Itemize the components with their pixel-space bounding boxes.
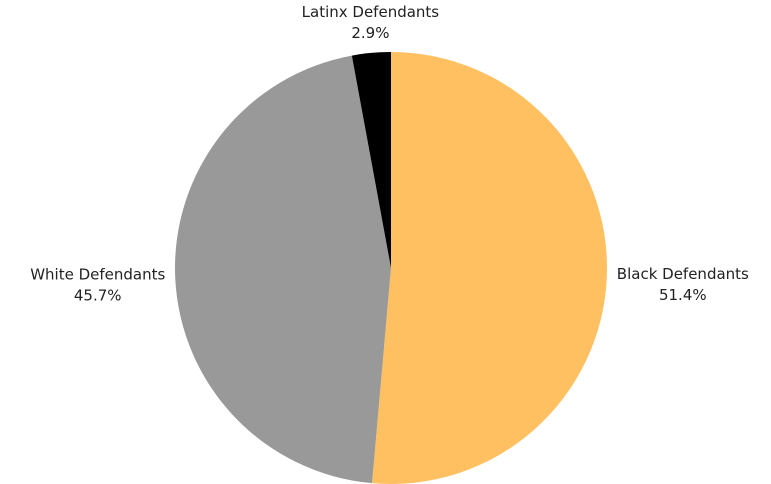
pie-slice-white-defendants bbox=[175, 55, 391, 484]
slice-value-label: 45.7% bbox=[74, 287, 122, 305]
pie-slice-black-defendants bbox=[372, 52, 607, 484]
slice-category-label: Latinx Defendants bbox=[302, 3, 440, 21]
slice-label-black-defendants: Black Defendants 51.4% bbox=[617, 265, 749, 304]
slice-label-latinx-defendants: Latinx Defendants 2.9% bbox=[302, 3, 440, 42]
slice-category-label: White Defendants bbox=[30, 266, 165, 284]
pie-labels: Black Defendants 51.4% White Defendants 45.… bbox=[30, 3, 749, 305]
slice-category-label: Black Defendants bbox=[617, 265, 749, 283]
pie-slice-latinx-defendants bbox=[351, 52, 391, 268]
pie-slices bbox=[175, 52, 607, 484]
slice-value-label: 51.4% bbox=[659, 286, 707, 304]
slice-label-white-defendants: White Defendants 45.7% bbox=[30, 266, 165, 305]
slice-value-label: 2.9% bbox=[351, 24, 389, 42]
